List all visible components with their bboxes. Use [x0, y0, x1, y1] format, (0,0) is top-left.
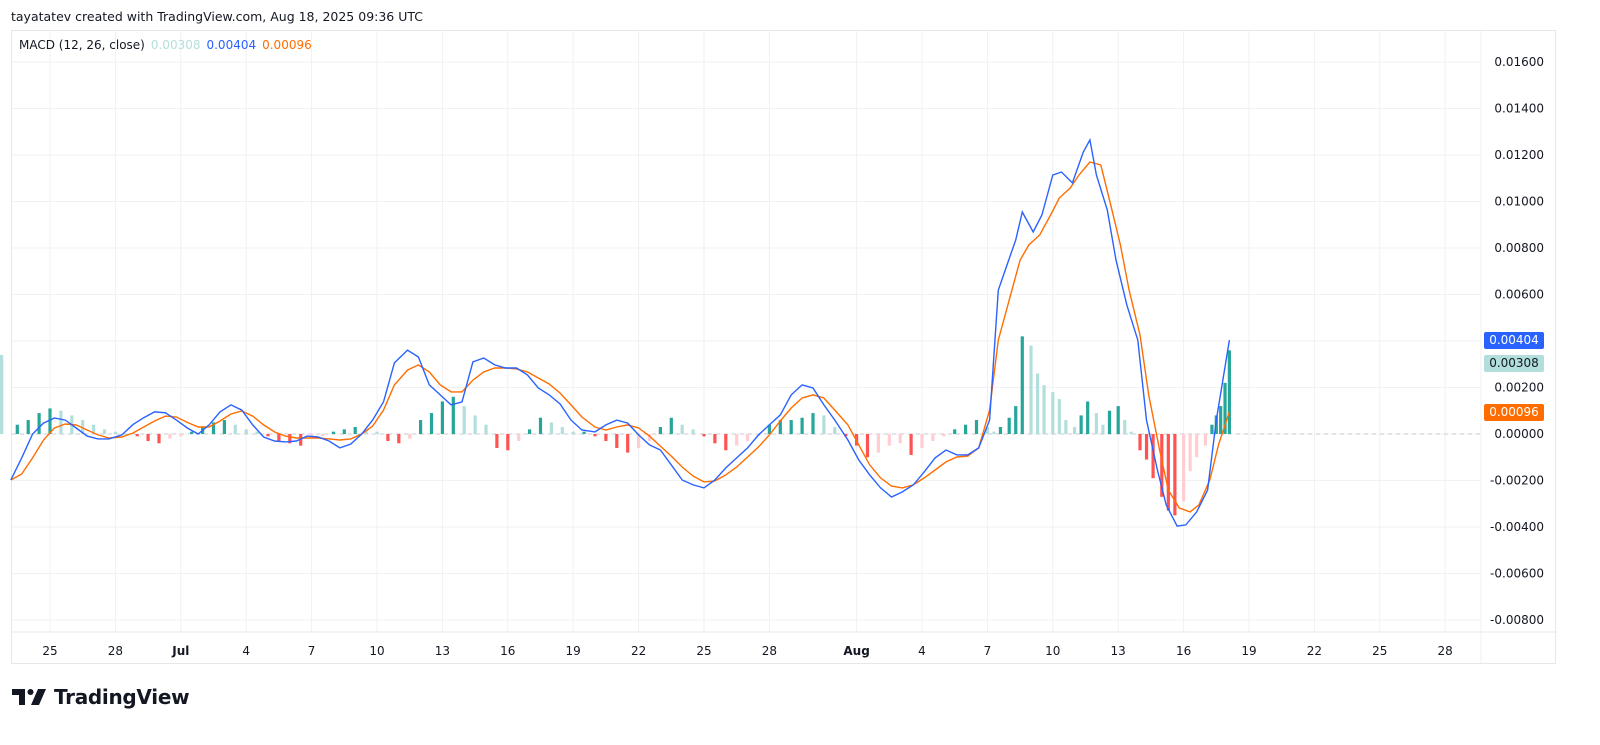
histogram-value: 0.00308 [150, 38, 201, 52]
y-tick-label: 0.00000 [1494, 427, 1544, 441]
y-tick-label: -0.00200 [1490, 474, 1544, 488]
x-tick-label: 19 [1241, 644, 1256, 658]
tradingview-logo[interactable]: TradingView [12, 685, 190, 709]
grid-lines [12, 31, 1555, 663]
y-tick-label: 0.01400 [1494, 102, 1544, 116]
x-tick-label: 28 [762, 644, 777, 658]
y-tick-label: 0.00800 [1494, 241, 1544, 255]
histogram-price-tag: 0.00308 [1484, 355, 1544, 372]
price-axis[interactable]: 0.01600 0.01400 0.01200 0.01000 0.00800 0.006… [1490, 55, 1544, 627]
x-tick-label: 22 [631, 644, 646, 658]
x-tick-label: 7 [308, 644, 316, 658]
x-tick-label: 4 [242, 644, 250, 658]
y-tick-label: 0.00600 [1494, 288, 1544, 302]
indicator-name: MACD (12, 26, close) [19, 38, 145, 52]
tradingview-logo-icon [12, 689, 46, 705]
macd-price-tag: 0.00404 [1484, 332, 1544, 349]
y-tick-label: -0.00800 [1490, 613, 1544, 627]
y-tick-label: 0.00200 [1494, 381, 1544, 395]
signal-line [10, 161, 1231, 513]
x-tick-label: 4 [918, 644, 926, 658]
x-tick-label: 10 [369, 644, 384, 658]
x-tick-label: 10 [1045, 644, 1060, 658]
signal-price-tag: 0.00096 [1484, 404, 1544, 421]
macd-value: 0.00404 [206, 38, 257, 52]
x-tick-label: 16 [1176, 644, 1191, 658]
histogram-bars [0, 336, 1231, 516]
x-tick-label: 19 [566, 644, 581, 658]
x-tick-label: 28 [1438, 644, 1453, 658]
x-tick-label: 16 [500, 644, 515, 658]
x-tick-label: 13 [1111, 644, 1126, 658]
indicator-legend[interactable]: MACD (12, 26, close) 0.00308 0.00404 0.0… [19, 38, 312, 52]
y-tick-label: 0.01600 [1494, 55, 1544, 69]
x-tick-label: Jul [171, 644, 189, 658]
x-tick-label: 25 [42, 644, 57, 658]
chart-frame [11, 30, 1556, 664]
x-tick-label: 25 [1372, 644, 1387, 658]
x-tick-label: 25 [696, 644, 711, 658]
attribution-text: tayatatev created with TradingView.com, … [11, 9, 424, 24]
signal-value: 0.00096 [262, 38, 312, 52]
x-tick-label: 13 [435, 644, 450, 658]
x-tick-label: 7 [984, 644, 992, 658]
y-tick-label: 0.01200 [1494, 148, 1544, 162]
x-tick-label: 22 [1307, 644, 1322, 658]
y-tick-label: -0.00600 [1490, 567, 1544, 581]
y-tick-label: -0.00400 [1490, 520, 1544, 534]
y-tick-label: 0.01000 [1494, 195, 1544, 209]
x-tick-label: Aug [843, 644, 869, 658]
macd-line [10, 137, 1231, 527]
logo-text: TradingView [54, 685, 190, 709]
time-axis[interactable]: 25 28 Jul 4 7 10 13 16 19 22 25 28 Aug 4 7 10 13 16 19 22 25… [42, 644, 1452, 658]
x-tick-label: 28 [108, 644, 123, 658]
